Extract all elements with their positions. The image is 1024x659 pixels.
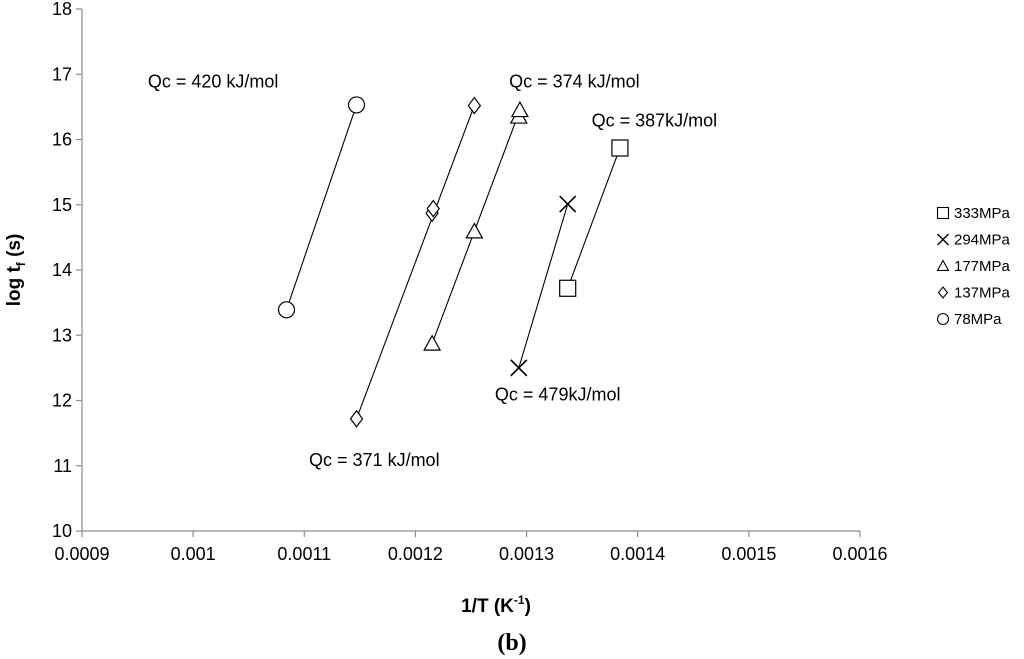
legend: 333MPa 294MPa 177MPa 137MPa 78MPa <box>936 205 1011 328</box>
data-point-333MPa <box>611 139 629 157</box>
data-points <box>277 96 629 428</box>
y-tick-label: 17 <box>52 64 72 84</box>
x-tick-label: 0.0011 <box>277 544 331 564</box>
legend-item-294MPa: 294MPa <box>937 232 1011 249</box>
data-point-177MPa <box>510 100 529 118</box>
data-point-177MPa <box>423 334 442 351</box>
data-point-294MPa <box>510 359 528 377</box>
legend-item-137MPa: 137MPa <box>937 285 1011 302</box>
legend-item-177MPa: 177MPa <box>936 258 1011 275</box>
data-point-177MPa <box>465 222 484 239</box>
y-tick-label: 10 <box>52 521 72 541</box>
x-axis-label: 1/T (K-1) <box>461 593 531 617</box>
series-lines <box>285 104 621 419</box>
legend-marker <box>937 233 949 246</box>
legend-label: 78MPa <box>954 311 1002 328</box>
y-tick-label: 15 <box>52 195 72 215</box>
x-tick-label: 0.0016 <box>832 544 887 564</box>
q-annotation: Qc = 371 kJ/mol <box>309 450 440 470</box>
data-point-294MPa <box>559 195 577 213</box>
q-annotation: Qc = 374 kJ/mol <box>509 71 640 91</box>
legend-label: 177MPa <box>954 258 1011 275</box>
legend-label: 137MPa <box>954 285 1011 302</box>
series-line-294MPa <box>518 203 569 369</box>
series-line-78MPa <box>285 104 358 310</box>
y-tick-label: 14 <box>52 260 72 280</box>
data-point-78MPa <box>277 301 296 319</box>
y-axis-label: log tf (s) <box>4 234 28 307</box>
q-annotation: Qc = 387kJ/mol <box>592 110 718 130</box>
legend-marker <box>936 206 950 220</box>
legend-label: 294MPa <box>954 232 1011 249</box>
series-line-333MPa <box>567 147 621 289</box>
x-tick-label: 0.0009 <box>54 544 109 564</box>
series-line-137MPa <box>356 105 475 419</box>
x-tick-label: 0.0015 <box>721 544 776 564</box>
q-annotation: Qc = 479kJ/mol <box>495 385 621 405</box>
y-tick-label: 16 <box>52 130 72 150</box>
annotations: Qc = 420 kJ/mol Qc = 374 kJ/mol Qc = 387kJ… <box>148 71 717 469</box>
data-point-78MPa <box>347 96 366 114</box>
axes: 10 11 12 13 14 15 16 17 18 0.0009 0.001 0.0011 0.001… <box>52 0 888 564</box>
y-tick-label: 18 <box>52 0 72 19</box>
data-point-137MPa <box>349 409 364 428</box>
panel-label: (b) <box>497 630 526 656</box>
data-point-137MPa <box>467 96 482 115</box>
data-point-137MPa <box>426 199 440 218</box>
q-annotation: Qc = 420 kJ/mol <box>148 71 279 91</box>
legend-label: 333MPa <box>954 205 1011 222</box>
legend-marker <box>936 312 950 326</box>
y-tick-label: 11 <box>53 456 72 476</box>
y-tick-label: 12 <box>52 391 72 411</box>
legend-marker <box>937 286 949 299</box>
y-tick-label: 13 <box>52 325 72 345</box>
x-tick-label: 0.001 <box>171 544 216 564</box>
x-tick-label: 0.0014 <box>610 544 665 564</box>
x-tick-label: 0.0012 <box>388 544 443 564</box>
data-point-333MPa <box>559 279 577 297</box>
legend-item-78MPa: 78MPa <box>936 311 1002 328</box>
legend-item-333MPa: 333MPa <box>936 205 1011 222</box>
legend-marker <box>936 259 950 271</box>
x-tick-label: 0.0013 <box>499 544 554 564</box>
